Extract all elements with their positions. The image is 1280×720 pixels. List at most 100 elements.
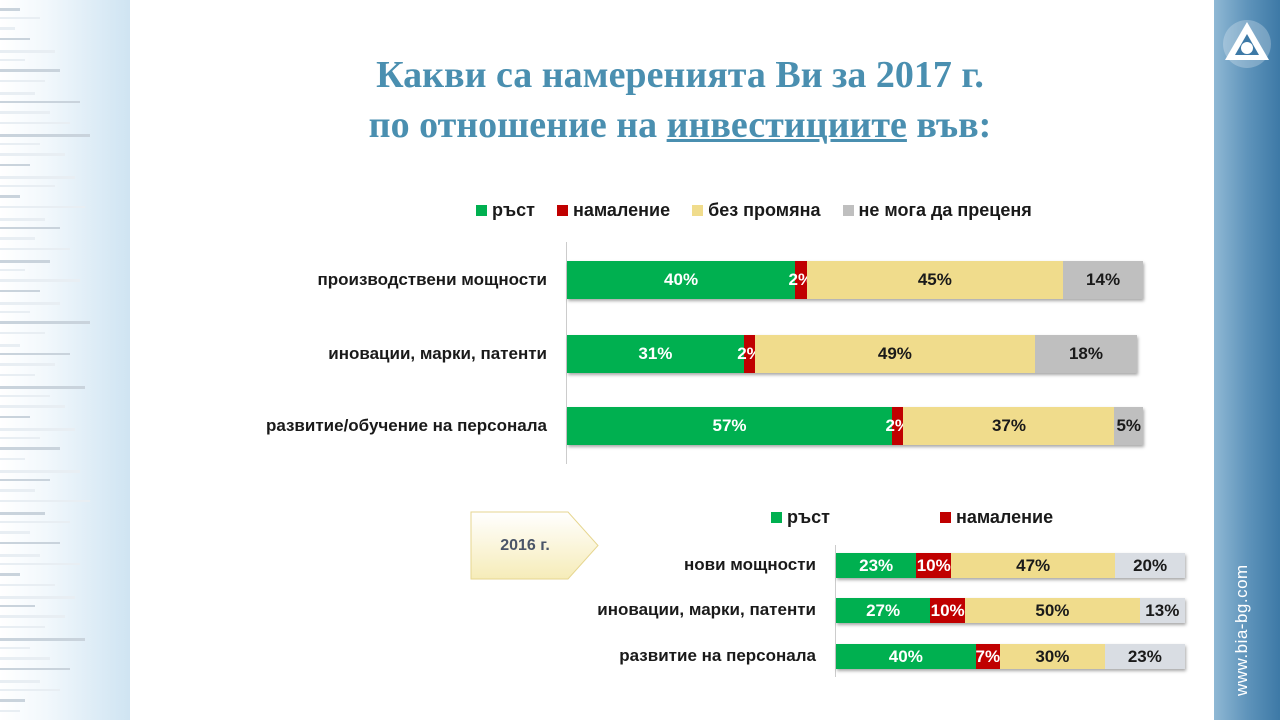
deco-stripe <box>0 615 65 618</box>
deco-stripe <box>0 563 80 565</box>
category-label: иновации, марки, патенти <box>328 343 547 363</box>
title-line-2-post: във: <box>906 104 992 146</box>
deco-stripe <box>0 554 40 557</box>
deco-stripe <box>0 447 60 450</box>
bar-segment: 23% <box>1104 644 1185 669</box>
bar-segment: 2% <box>737 335 762 373</box>
category-label: развитие на персонала <box>619 646 816 666</box>
title-line-2: по отношение на инвестициите във: <box>180 100 1180 150</box>
deco-stripe <box>0 437 40 439</box>
deco-stripe <box>0 195 20 198</box>
bar-segment: 27% <box>836 598 931 623</box>
deco-stripe <box>0 153 65 156</box>
data-label: 10% <box>930 600 965 620</box>
data-label: 14% <box>1086 270 1121 289</box>
deco-stripe <box>0 227 60 229</box>
data-label: 49% <box>877 344 912 363</box>
deco-stripe <box>0 17 40 19</box>
year-badge-2016: 2016 г. <box>470 511 600 580</box>
bar-segment: 14% <box>1063 261 1143 299</box>
deco-stripe <box>0 101 80 103</box>
deco-stripe <box>0 470 80 473</box>
title-line-2-pre: по отношение на <box>368 104 667 146</box>
bar-segment: 31% <box>567 335 744 373</box>
data-label: 27% <box>866 600 901 620</box>
deco-stripe <box>0 479 50 481</box>
data-label: 18% <box>1068 344 1103 363</box>
legend-label: ръст <box>492 200 535 220</box>
deco-stripe <box>0 50 55 53</box>
bar-segment: 13% <box>1139 598 1185 623</box>
legend-label: не мога да преценя <box>858 200 1032 220</box>
legend-item: ръст <box>771 507 830 528</box>
data-label: 57% <box>712 416 747 435</box>
deco-stripe <box>0 8 20 11</box>
data-label: 37% <box>991 416 1026 435</box>
bar-segment: 2% <box>885 407 910 445</box>
deco-stripe <box>0 395 50 397</box>
legend-swatch <box>692 205 704 216</box>
deco-stripe <box>0 218 45 221</box>
deco-stripe <box>0 134 90 137</box>
deco-stripe <box>0 321 90 324</box>
bar-segment: 49% <box>755 335 1035 373</box>
bar-segment: 40% <box>836 644 976 669</box>
data-label: 20% <box>1133 555 1168 575</box>
legend-item: не мога да преценя <box>842 200 1032 221</box>
deco-stripe <box>0 290 40 292</box>
data-label: 40% <box>664 270 699 289</box>
bar-segment: 10% <box>916 553 952 578</box>
deco-stripe <box>0 573 20 576</box>
deco-stripe <box>0 80 45 82</box>
legend-label: намаление <box>572 200 671 220</box>
bar-segment: 23% <box>836 553 917 578</box>
deco-stripe <box>0 176 75 179</box>
category-axis-line <box>566 242 567 464</box>
deco-stripe <box>0 260 50 263</box>
bar-segment: 20% <box>1115 553 1185 578</box>
category-label: развитие/обучение на персонала <box>265 415 547 435</box>
deco-stripe <box>0 185 55 187</box>
data-label: 30% <box>1035 646 1070 666</box>
deco-stripe <box>0 353 70 355</box>
legend-item: намаление <box>939 507 1053 528</box>
chart-legend: ръст намаление <box>771 507 1053 528</box>
deco-stripe <box>0 689 60 691</box>
deco-stripe <box>0 521 70 523</box>
deco-stripe <box>0 248 70 250</box>
legend-item: ръст <box>476 200 535 221</box>
bar-segment: 2% <box>789 261 813 299</box>
deco-stripe <box>0 302 60 305</box>
bar-segment: 5% <box>1114 407 1143 445</box>
data-label: 47% <box>1016 555 1051 575</box>
bar-segment: 10% <box>930 598 966 623</box>
deco-stripe <box>0 111 50 114</box>
data-label: 13% <box>1145 600 1180 620</box>
deco-stripe <box>0 699 25 702</box>
deco-stripe <box>0 122 70 124</box>
deco-stripe <box>0 428 75 431</box>
legend-swatch <box>939 512 951 523</box>
title-line-1: Какви са намеренията Ви за 2017 г. <box>376 54 984 96</box>
deco-stripe <box>0 59 25 61</box>
deco-stripe <box>0 332 45 334</box>
deco-stripe <box>0 164 30 166</box>
category-axis-line <box>835 545 836 677</box>
deco-stripe <box>0 237 35 240</box>
bia-logo-icon <box>1223 20 1271 68</box>
data-label: 40% <box>888 646 923 666</box>
badge-arrow-shape <box>470 511 599 580</box>
deco-stripe <box>0 710 20 712</box>
bar-segment: 47% <box>951 553 1116 578</box>
bar-segment: 45% <box>806 261 1064 299</box>
site-url: www.bia-bg.com <box>1232 564 1251 696</box>
deco-stripe <box>0 500 90 502</box>
data-label: 31% <box>638 344 673 363</box>
deco-stripe <box>0 374 35 376</box>
legend-item: без промяна <box>692 200 821 221</box>
legend-item: намаление <box>556 200 671 221</box>
deco-stripe <box>0 279 80 282</box>
chart-legend: ръст намаление без промяна не мога да преце… <box>476 200 1054 221</box>
legend-swatch <box>476 205 487 216</box>
deco-stripe <box>0 542 60 544</box>
